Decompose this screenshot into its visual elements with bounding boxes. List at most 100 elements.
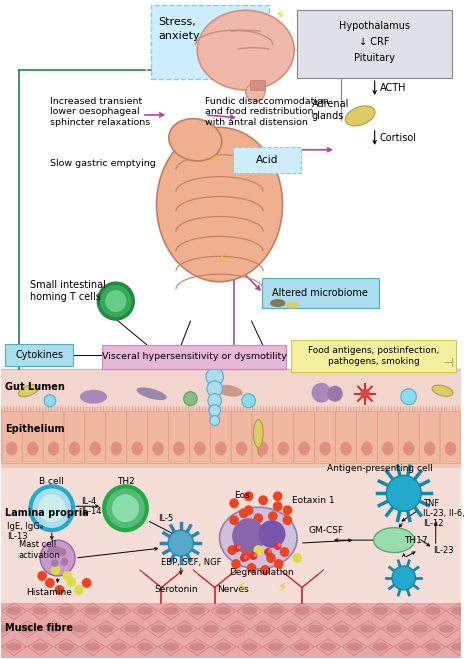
Polygon shape	[146, 621, 171, 638]
Circle shape	[246, 563, 256, 573]
Circle shape	[209, 405, 220, 416]
Polygon shape	[15, 621, 40, 638]
Text: TNF: TNF	[423, 499, 439, 508]
FancyBboxPatch shape	[440, 412, 461, 463]
Ellipse shape	[137, 607, 153, 615]
Ellipse shape	[242, 643, 257, 650]
Ellipse shape	[334, 625, 349, 633]
Circle shape	[246, 521, 256, 531]
Polygon shape	[158, 603, 183, 619]
Text: Lamina propria: Lamina propria	[5, 508, 89, 518]
Bar	[1, 469, 461, 603]
Text: Cortisol: Cortisol	[380, 133, 417, 143]
Circle shape	[51, 559, 59, 567]
Circle shape	[244, 555, 247, 559]
Ellipse shape	[320, 607, 336, 615]
Polygon shape	[93, 621, 118, 638]
FancyBboxPatch shape	[1, 412, 22, 463]
Ellipse shape	[412, 625, 428, 633]
Ellipse shape	[340, 442, 352, 455]
Circle shape	[38, 494, 65, 522]
Polygon shape	[447, 603, 472, 619]
FancyBboxPatch shape	[315, 412, 336, 463]
Polygon shape	[434, 621, 459, 638]
Circle shape	[254, 553, 257, 557]
Circle shape	[229, 498, 239, 508]
Circle shape	[268, 511, 278, 521]
FancyBboxPatch shape	[147, 412, 168, 463]
Text: B cell: B cell	[39, 477, 64, 486]
Ellipse shape	[373, 643, 388, 650]
Ellipse shape	[90, 442, 101, 455]
Ellipse shape	[72, 625, 88, 633]
Polygon shape	[277, 621, 302, 638]
Text: Eos: Eos	[234, 491, 250, 500]
Ellipse shape	[216, 643, 231, 650]
Polygon shape	[316, 639, 341, 656]
Polygon shape	[41, 621, 66, 638]
Ellipse shape	[232, 518, 265, 554]
Circle shape	[264, 548, 272, 556]
Circle shape	[233, 544, 241, 552]
Ellipse shape	[255, 625, 271, 633]
Ellipse shape	[59, 643, 74, 650]
FancyBboxPatch shape	[273, 412, 294, 463]
Circle shape	[283, 515, 292, 525]
Ellipse shape	[399, 643, 414, 650]
Circle shape	[263, 523, 273, 533]
Ellipse shape	[229, 625, 245, 633]
Ellipse shape	[268, 607, 283, 615]
Polygon shape	[329, 621, 354, 638]
Polygon shape	[0, 621, 14, 638]
Polygon shape	[237, 639, 262, 656]
Circle shape	[278, 543, 282, 547]
Text: Visceral hypersensitivity or dysmotility: Visceral hypersensitivity or dysmotility	[102, 353, 287, 361]
Polygon shape	[54, 603, 79, 619]
Ellipse shape	[258, 520, 285, 548]
Polygon shape	[394, 639, 419, 656]
Circle shape	[280, 547, 289, 557]
Circle shape	[183, 391, 197, 406]
Ellipse shape	[319, 442, 331, 455]
Ellipse shape	[320, 643, 336, 650]
FancyBboxPatch shape	[106, 412, 127, 463]
Circle shape	[242, 393, 255, 408]
Ellipse shape	[48, 442, 59, 455]
Polygon shape	[172, 621, 197, 638]
Text: EBP, SCF, NGF: EBP, SCF, NGF	[161, 558, 222, 567]
Ellipse shape	[164, 607, 179, 615]
Ellipse shape	[190, 607, 205, 615]
Text: IL-23: IL-23	[433, 546, 454, 555]
Text: IL-5: IL-5	[158, 514, 173, 523]
Polygon shape	[185, 639, 210, 656]
Text: ⚡: ⚡	[219, 254, 226, 264]
Circle shape	[206, 368, 223, 386]
Polygon shape	[420, 603, 446, 619]
FancyBboxPatch shape	[210, 412, 231, 463]
Polygon shape	[342, 639, 367, 656]
Ellipse shape	[151, 625, 166, 633]
Ellipse shape	[361, 442, 373, 455]
Ellipse shape	[257, 442, 268, 455]
Ellipse shape	[216, 385, 243, 397]
Polygon shape	[263, 639, 288, 656]
Circle shape	[37, 571, 47, 581]
Ellipse shape	[432, 385, 453, 396]
Circle shape	[63, 571, 72, 581]
FancyBboxPatch shape	[419, 412, 440, 463]
Ellipse shape	[110, 442, 122, 455]
Text: IgE, IgG₄: IgE, IgG₄	[7, 522, 44, 530]
Circle shape	[231, 559, 241, 569]
Circle shape	[254, 513, 263, 523]
Ellipse shape	[382, 442, 393, 455]
Polygon shape	[106, 603, 131, 619]
Text: ACTH: ACTH	[380, 83, 406, 93]
Text: Histamine: Histamine	[26, 588, 72, 598]
Ellipse shape	[164, 643, 179, 650]
Text: Food antigens, postinfection,
pathogens, smoking: Food antigens, postinfection, pathogens,…	[308, 346, 439, 366]
Text: IL-23, II-6,: IL-23, II-6,	[423, 509, 465, 518]
FancyBboxPatch shape	[398, 412, 419, 463]
Text: Serotonin: Serotonin	[155, 585, 198, 594]
Ellipse shape	[20, 625, 36, 633]
Ellipse shape	[111, 607, 127, 615]
